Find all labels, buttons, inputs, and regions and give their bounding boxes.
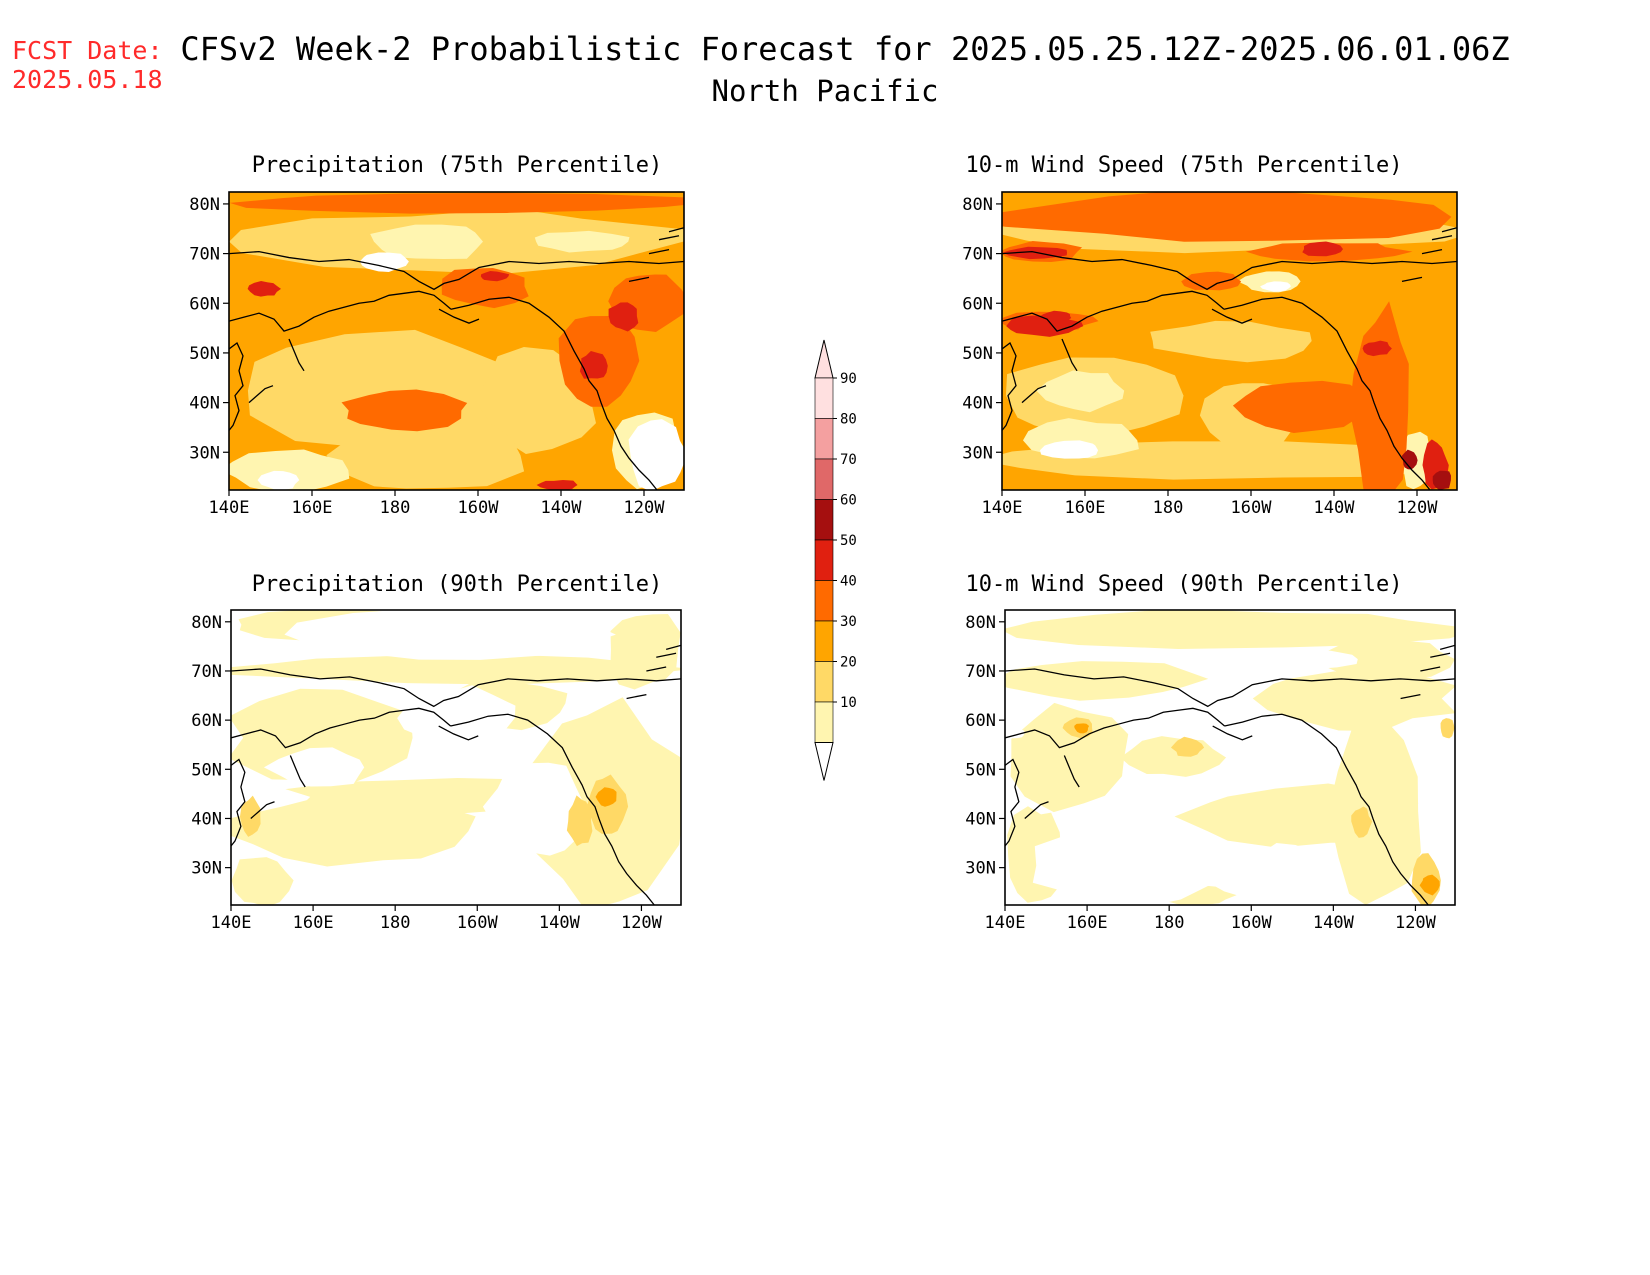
lon-tick-label: 160W [458, 498, 500, 518]
lat-tick-label: 30N [965, 859, 996, 879]
panel-title-precip-90: Precipitation (90th Percentile) [251, 572, 663, 597]
page-title: CFSv2 Week-2 Probabilistic Forecast for … [180, 30, 1510, 68]
lat-tick-label: 30N [962, 443, 993, 463]
colorbar-label: 80 [840, 412, 857, 428]
lon-tick-label: 120W [1395, 913, 1437, 933]
lat-tick-label: 40N [965, 809, 996, 829]
lat-tick-label: 50N [191, 760, 222, 780]
lat-tick-label: 40N [191, 809, 222, 829]
lat-tick-label: 70N [191, 662, 222, 682]
colorbar-segment [814, 661, 834, 703]
lat-tick-label: 60N [189, 294, 220, 314]
colorbar-label: 90 [840, 371, 857, 387]
forecast-date-block: FCST Date: 2025.05.18 [12, 36, 163, 94]
lat-tick-label: 80N [189, 195, 220, 215]
lon-tick-label: 140W [1314, 498, 1356, 518]
lon-tick-label: 140W [1313, 913, 1355, 933]
lat-tick-label: 50N [962, 344, 993, 364]
colorbar-segment [814, 620, 834, 662]
lon-tick-label: 140E [985, 913, 1026, 933]
map-panel-3 [1004, 609, 1456, 906]
colorbar-label: 50 [840, 533, 857, 549]
lon-tick-label: 160E [293, 913, 334, 933]
lon-tick-label: 120W [624, 498, 666, 518]
lon-tick-label: 160E [292, 498, 333, 518]
colorbar-top-arrow [814, 339, 834, 379]
lat-tick-label: 60N [965, 711, 996, 731]
lon-tick-label: 120W [621, 913, 663, 933]
map-panel-1 [1001, 191, 1458, 491]
colorbar-label: 20 [840, 655, 857, 671]
lat-tick-label: 60N [191, 711, 222, 731]
lat-tick-label: 80N [191, 613, 222, 633]
map-panel-2 [230, 609, 682, 906]
colorbar-label: 60 [840, 493, 857, 509]
lon-tick-label: 160E [1067, 913, 1108, 933]
colorbar-label: 30 [840, 614, 857, 630]
lon-tick-label: 140E [982, 498, 1023, 518]
lon-tick-label: 140E [211, 913, 252, 933]
lat-tick-label: 70N [962, 245, 993, 265]
lat-tick-label: 30N [191, 859, 222, 879]
lon-tick-label: 160W [457, 913, 499, 933]
lon-tick-label: 160W [1231, 913, 1273, 933]
colorbar: 90 80 70 60 50 40 30 20 10 [814, 339, 857, 781]
lon-tick-label: 180 [380, 913, 411, 933]
page-subtitle: North Pacific [711, 74, 939, 108]
forecast-date-value: 2025.05.18 [12, 65, 163, 94]
lat-tick-label: 40N [189, 394, 220, 414]
lat-tick-label: 50N [189, 344, 220, 364]
lat-tick-label: 70N [965, 662, 996, 682]
lon-tick-label: 160W [1231, 498, 1273, 518]
lon-tick-label: 140W [539, 913, 581, 933]
map-panel-0 [228, 191, 685, 491]
colorbar-segment [814, 458, 834, 500]
panel-title-wind-90: 10-m Wind Speed (90th Percentile) [965, 572, 1403, 597]
panel-title-precip-75: Precipitation (75th Percentile) [251, 153, 663, 178]
lon-tick-label: 180 [380, 498, 411, 518]
lat-tick-label: 80N [965, 613, 996, 633]
lon-tick-label: 180 [1153, 498, 1184, 518]
lon-tick-label: 140W [541, 498, 583, 518]
lat-tick-label: 40N [962, 394, 993, 414]
colorbar-segment [814, 539, 834, 581]
lon-tick-label: 140E [209, 498, 250, 518]
lat-tick-label: 70N [189, 245, 220, 265]
lat-tick-label: 30N [189, 443, 220, 463]
lon-tick-label: 180 [1154, 913, 1185, 933]
colorbar-label: 10 [840, 695, 857, 711]
colorbar-segment [814, 580, 834, 622]
colorbar-segment [814, 418, 834, 460]
colorbar-bottom-arrow [814, 742, 834, 781]
colorbar-label: 70 [840, 452, 857, 468]
lat-tick-label: 50N [965, 760, 996, 780]
colorbar-segment [814, 701, 834, 743]
colorbar-label: 40 [840, 574, 857, 590]
lat-tick-label: 80N [962, 195, 993, 215]
lon-tick-label: 160E [1065, 498, 1106, 518]
colorbar-segment [814, 377, 834, 419]
lon-tick-label: 120W [1397, 498, 1439, 518]
colorbar-segment [814, 499, 834, 541]
lat-tick-label: 60N [962, 294, 993, 314]
forecast-date-label: FCST Date: [12, 36, 163, 65]
panel-title-wind-75: 10-m Wind Speed (75th Percentile) [965, 153, 1403, 178]
